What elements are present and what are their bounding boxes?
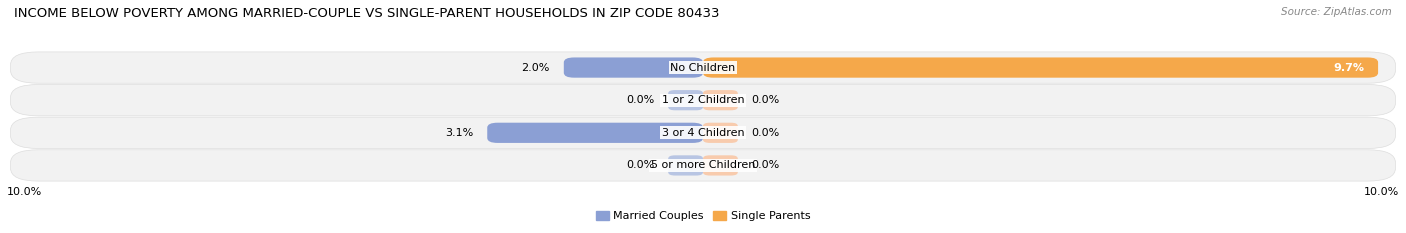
Text: Source: ZipAtlas.com: Source: ZipAtlas.com [1281, 7, 1392, 17]
Text: 9.7%: 9.7% [1333, 63, 1364, 72]
Text: 0.0%: 0.0% [752, 161, 780, 170]
Text: 10.0%: 10.0% [7, 187, 42, 197]
Legend: Married Couples, Single Parents: Married Couples, Single Parents [592, 206, 814, 226]
FancyBboxPatch shape [10, 150, 1396, 181]
Text: 0.0%: 0.0% [752, 95, 780, 105]
FancyBboxPatch shape [488, 123, 703, 143]
Text: 3.1%: 3.1% [446, 128, 474, 138]
FancyBboxPatch shape [703, 155, 738, 175]
FancyBboxPatch shape [10, 85, 1396, 116]
FancyBboxPatch shape [703, 58, 1378, 78]
Text: 0.0%: 0.0% [752, 128, 780, 138]
FancyBboxPatch shape [703, 90, 738, 110]
FancyBboxPatch shape [564, 58, 703, 78]
FancyBboxPatch shape [10, 52, 1396, 83]
FancyBboxPatch shape [10, 117, 1396, 148]
Text: 3 or 4 Children: 3 or 4 Children [662, 128, 744, 138]
FancyBboxPatch shape [668, 155, 703, 175]
Text: No Children: No Children [671, 63, 735, 72]
Text: INCOME BELOW POVERTY AMONG MARRIED-COUPLE VS SINGLE-PARENT HOUSEHOLDS IN ZIP COD: INCOME BELOW POVERTY AMONG MARRIED-COUPL… [14, 7, 720, 20]
FancyBboxPatch shape [668, 90, 703, 110]
Text: 0.0%: 0.0% [626, 95, 654, 105]
Text: 1 or 2 Children: 1 or 2 Children [662, 95, 744, 105]
Text: 2.0%: 2.0% [522, 63, 550, 72]
FancyBboxPatch shape [703, 123, 738, 143]
Text: 0.0%: 0.0% [626, 161, 654, 170]
Text: 10.0%: 10.0% [1364, 187, 1399, 197]
Text: 5 or more Children: 5 or more Children [651, 161, 755, 170]
